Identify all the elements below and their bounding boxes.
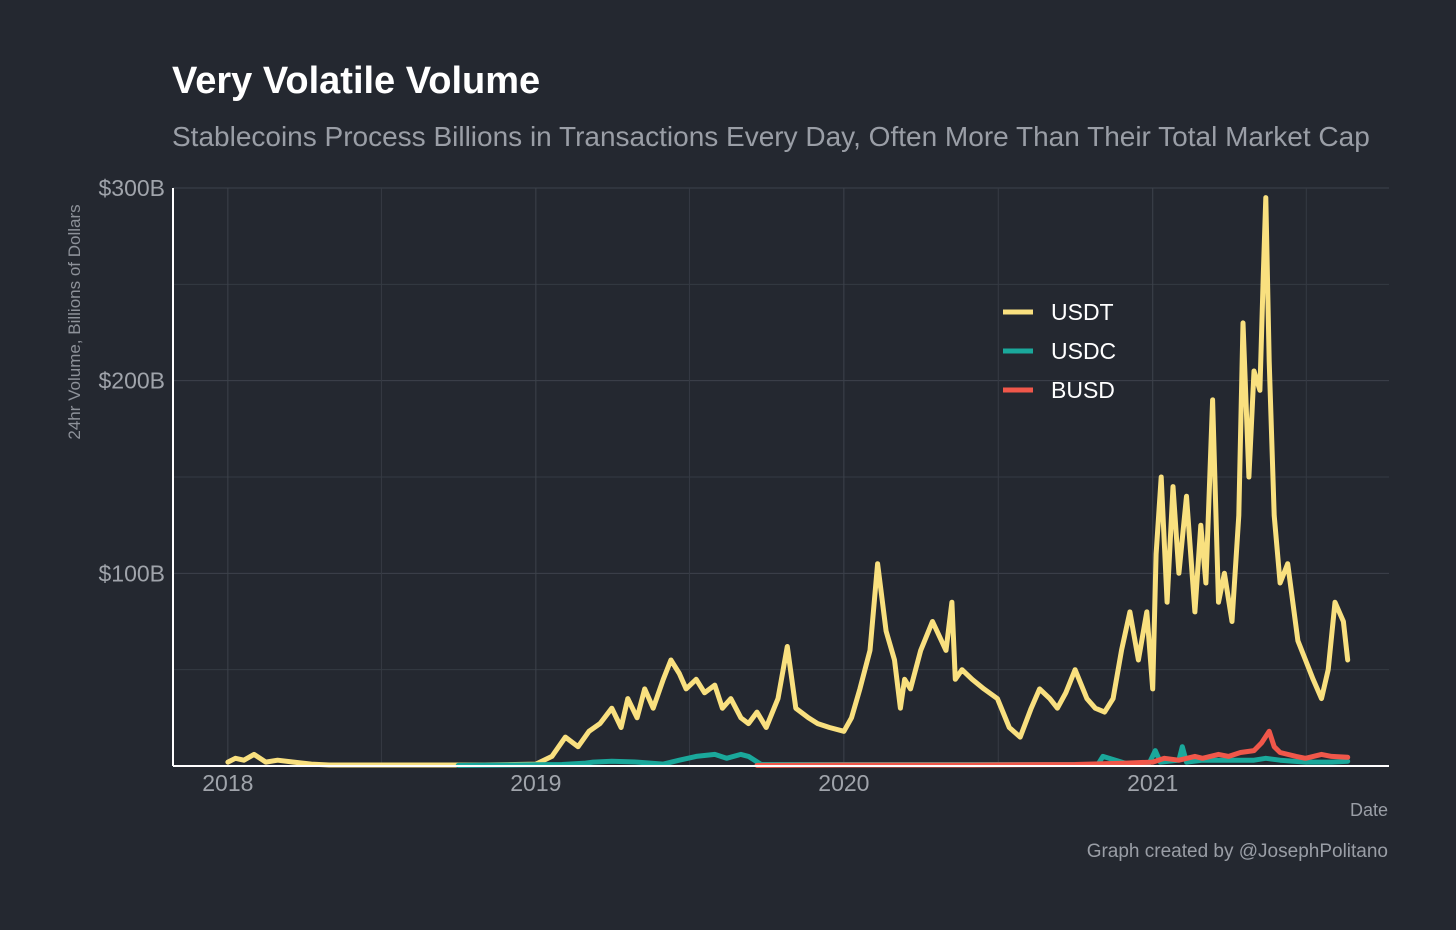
x-axis-label: Date (1349, 800, 1388, 820)
chart-caption: Graph created by @JosephPolitano (1086, 841, 1388, 862)
x-tick-label: 2021 (1127, 770, 1178, 796)
legend-label-usdc: USDC (1051, 338, 1116, 364)
x-tick-label: 2020 (818, 770, 869, 796)
chart-subtitle: Stablecoins Process Billions in Transact… (172, 121, 1370, 152)
series-line-busd (754, 728, 1351, 768)
y-tick-label: $200B (98, 368, 165, 394)
legend-label-usdt: USDT (1051, 299, 1114, 325)
y-tick-label: $300B (98, 175, 165, 201)
y-tick-label: $100B (98, 560, 165, 586)
series-line-usdt (225, 195, 1351, 768)
legend-label-busd: BUSD (1051, 377, 1115, 403)
chart-title: Very Volatile Volume (172, 60, 541, 102)
x-tick-label: 2019 (510, 770, 561, 796)
x-tick-label: 2018 (202, 770, 253, 796)
